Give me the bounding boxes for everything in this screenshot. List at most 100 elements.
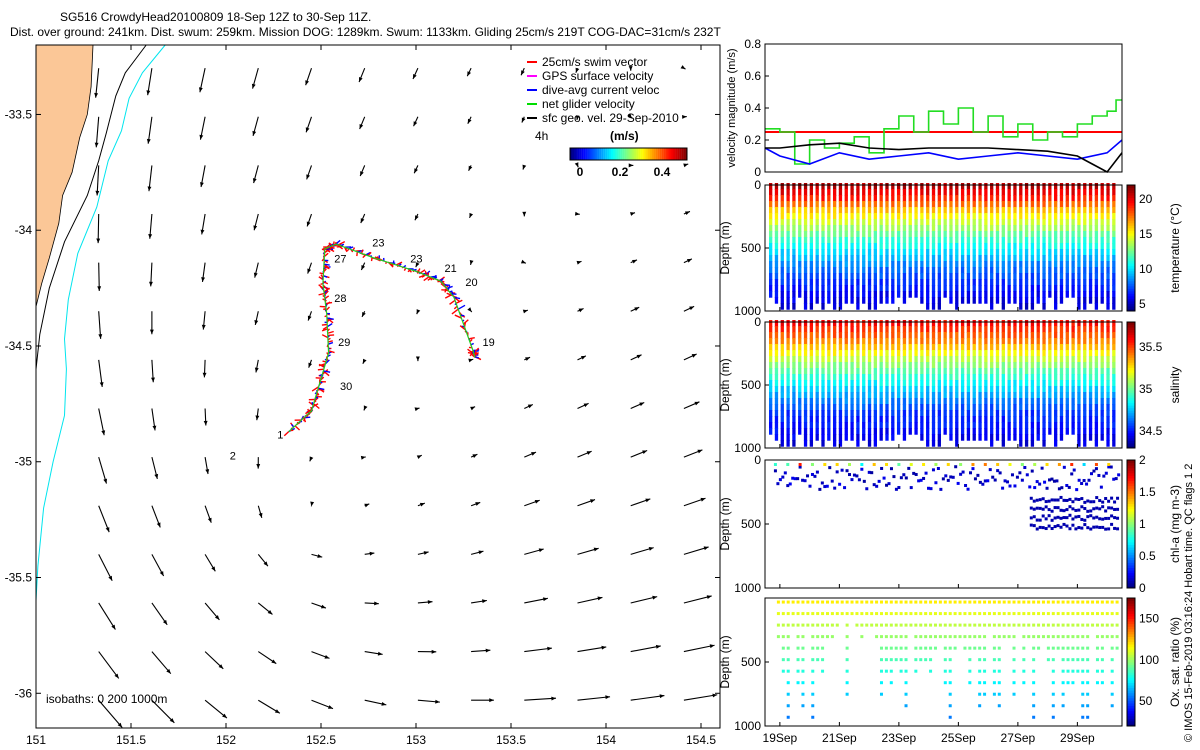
oxygen-point: [1086, 600, 1090, 604]
profile-cell: [844, 189, 848, 196]
profile-cell: [856, 434, 860, 441]
profile-cell: [1030, 219, 1035, 226]
profile-cell: [990, 434, 994, 441]
profile-cell: [960, 207, 965, 214]
profile-cell: [1094, 297, 1099, 304]
profile-cell: [1036, 434, 1040, 441]
profile-cell: [786, 291, 790, 298]
profile-cell: [949, 195, 953, 202]
colorbar-cell: [1127, 549, 1135, 553]
profile-cell: [832, 303, 837, 310]
chl-point: [1080, 526, 1084, 530]
profile-cell: [1106, 380, 1110, 387]
profile-cell: [1065, 225, 1069, 232]
profile-cell: [920, 249, 924, 256]
profile-cell: [931, 267, 936, 274]
oxygen-point: [845, 600, 849, 604]
profile-cell: [937, 368, 941, 375]
profile-cell: [821, 195, 825, 202]
profile-cell: [803, 410, 808, 417]
colorbar-cell: [1127, 237, 1135, 241]
profile-cell: [1048, 213, 1052, 220]
oxygen-point: [1115, 646, 1119, 650]
oxygen-point: [816, 612, 820, 616]
colorbar-cell: [1127, 651, 1135, 655]
oxygen-point: [1100, 612, 1104, 616]
track-day-label: 1: [277, 430, 283, 442]
profile-cell: [867, 291, 872, 298]
profile-cell: [978, 332, 982, 339]
colorbar-cell: [1127, 702, 1135, 707]
colorbar-tick-label: 20: [1139, 192, 1153, 206]
oxygen-point: [776, 623, 780, 627]
oxygen-point: [835, 623, 839, 627]
profile-cell: [798, 350, 802, 357]
profile-cell: [1013, 392, 1017, 399]
chl-point: [885, 483, 889, 487]
profile-cell: [1013, 261, 1017, 268]
profile-cell: [902, 416, 907, 423]
profile-cell: [774, 380, 779, 387]
profile-cell: [931, 183, 936, 190]
chl-point: [904, 476, 908, 480]
profile-cell: [1042, 297, 1046, 304]
profile-cell: [1013, 404, 1017, 411]
profile-cell: [1013, 344, 1017, 351]
colorbar-cell: [1127, 516, 1135, 520]
profile-cell: [966, 285, 971, 292]
profile-cell: [862, 291, 866, 298]
colorbar-cell: [1127, 521, 1135, 525]
profile-cell: [995, 261, 1000, 268]
profile-cell: [908, 195, 912, 202]
profile-cell: [902, 332, 907, 339]
profile-cell: [949, 231, 953, 238]
profile-cell: [1100, 416, 1104, 423]
profile-cell: [1077, 291, 1081, 298]
oxygen-point: [899, 612, 903, 616]
profile-cell: [960, 261, 965, 268]
profile-cell: [1112, 398, 1116, 405]
profile-cell: [1100, 237, 1104, 244]
profile-cell: [844, 291, 848, 298]
profile-cell: [844, 404, 848, 411]
profile-cell: [780, 207, 784, 214]
profile-cell: [827, 344, 831, 351]
profile-cell: [1065, 326, 1069, 333]
profile-cell: [1042, 356, 1046, 363]
colorbar-cell: [1127, 477, 1135, 481]
profile-cell: [1100, 213, 1104, 220]
profile-cell: [891, 189, 895, 196]
profile-cell: [931, 207, 936, 214]
profile-cell: [850, 297, 854, 304]
profile-cell: [803, 362, 808, 369]
profile-cell: [1001, 404, 1005, 411]
profile-cell: [1112, 392, 1116, 399]
profile-cell: [809, 368, 814, 375]
chl-point: [1077, 508, 1081, 512]
profile-cell: [1077, 422, 1081, 429]
current-arrowhead: [199, 134, 204, 140]
profile-cell: [1071, 207, 1075, 214]
profile-cell: [960, 398, 965, 405]
profile-cell: [786, 368, 790, 375]
colorbar-cell: [1127, 715, 1135, 719]
profile-cell: [972, 195, 976, 202]
profile-cell: [1112, 326, 1116, 333]
oxygen-point: [796, 646, 800, 650]
colorbar-cell: [1127, 324, 1135, 328]
chl-point: [1085, 482, 1089, 486]
profile-cell: [798, 285, 802, 292]
profile-cell: [774, 368, 779, 375]
profile-cell: [774, 189, 779, 196]
profile-cell: [769, 320, 773, 327]
profile-cell: [850, 398, 854, 405]
profile-cell: [908, 261, 912, 268]
colorbar-tick-label: 1.5: [1139, 485, 1156, 499]
oxygen-point: [948, 681, 952, 685]
profile-cell: [955, 422, 959, 429]
profile-cell: [1030, 368, 1035, 375]
profile-cell: [1007, 255, 1011, 262]
profile-cell: [1100, 273, 1104, 280]
profile-cell: [1001, 285, 1005, 292]
profile-cell: [1024, 356, 1029, 363]
